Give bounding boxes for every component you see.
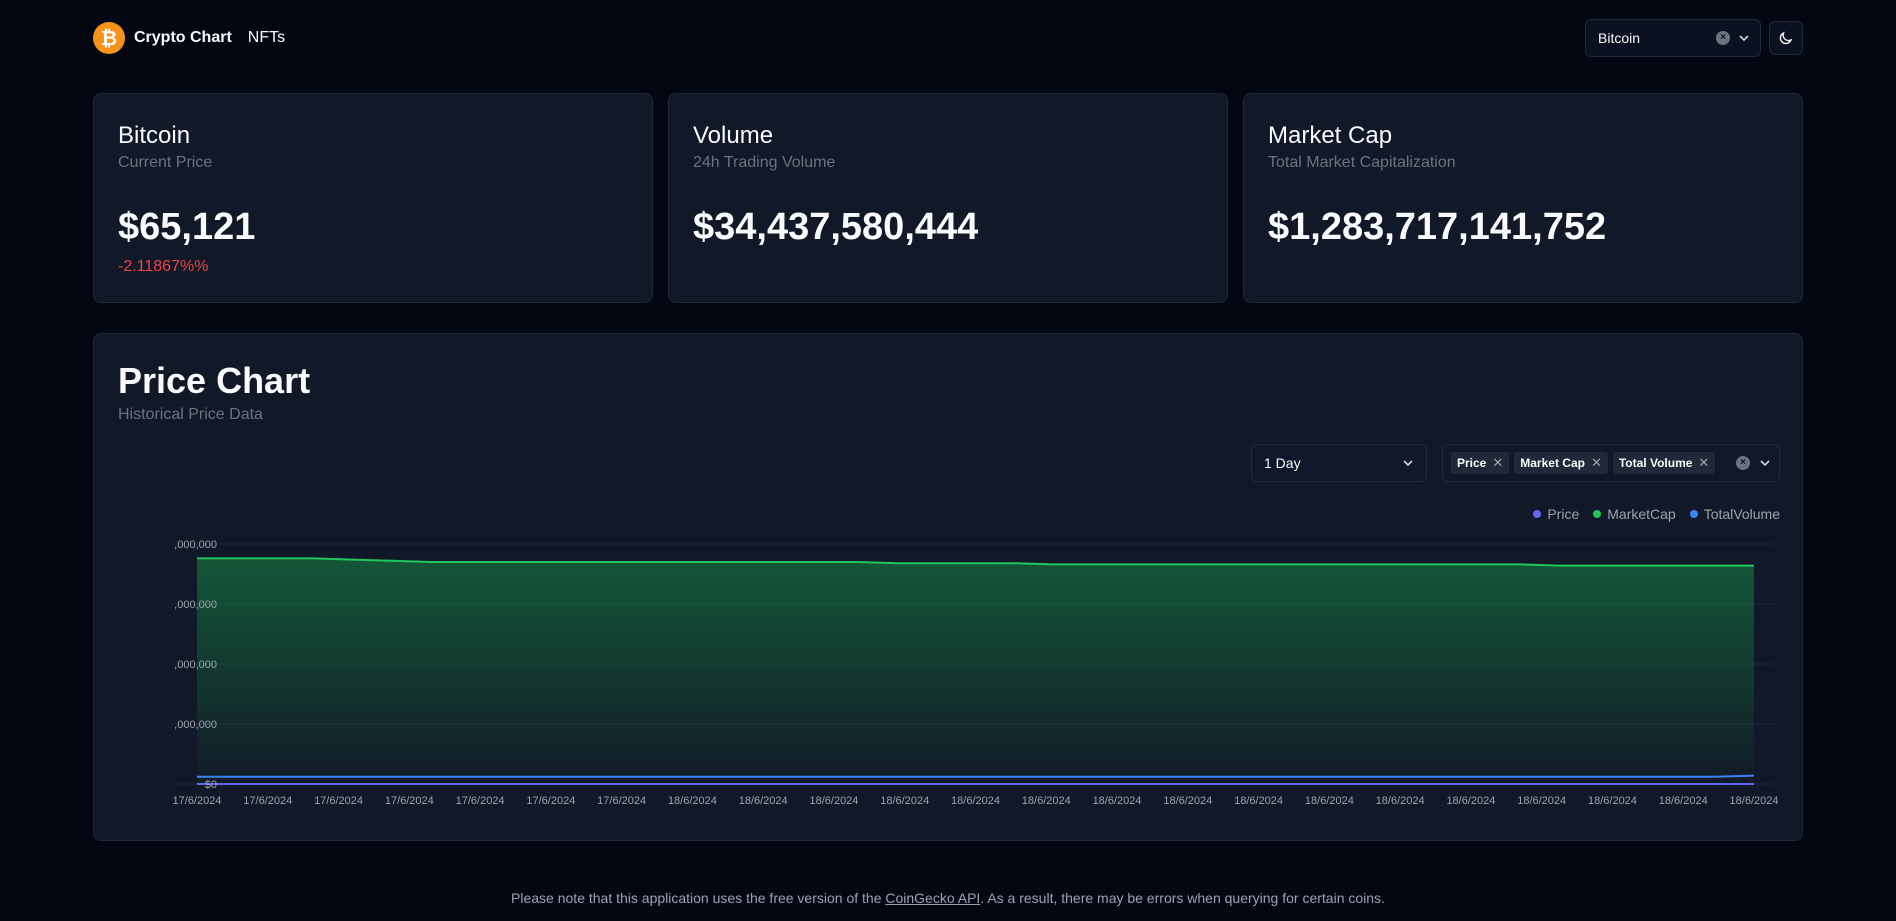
clear-icon[interactable]: × [1736, 456, 1750, 470]
legend-label: Price [1547, 506, 1580, 522]
chip-label: Total Volume [1618, 456, 1693, 470]
top-nav: ₿ Crypto Chart NFTs Bitcoin × [93, 19, 1803, 57]
y-tick-label: ,000,000 [174, 599, 217, 611]
bitcoin-logo-icon[interactable]: ₿ [93, 22, 125, 54]
remove-chip-icon[interactable]: ✕ [1590, 455, 1602, 470]
chart-title: Price Chart [118, 360, 311, 401]
price-card-subtitle: Current Price [118, 154, 213, 171]
market-cap-card-subtitle: Total Market Capitalization [1268, 154, 1456, 171]
volume-card: Volume 24h Trading Volume $34,437,580,44… [668, 93, 1228, 303]
time-range-select[interactable]: 1 Day [1251, 444, 1427, 482]
x-tick-label: 18/6/2024 [809, 795, 858, 807]
remove-chip-icon[interactable]: ✕ [1492, 455, 1504, 470]
x-tick-label: 18/6/2024 [1659, 795, 1708, 807]
moon-icon [1779, 31, 1793, 45]
price-chart[interactable]: ,000,000 ,000,000 ,000,000 ,000,000 $0 17/6/… [94, 334, 1804, 842]
x-tick-label: 18/6/2024 [1163, 795, 1212, 807]
series-line-totalvolume[interactable] [197, 774, 1755, 778]
legend-label: MarketCap [1607, 506, 1676, 522]
legend-dot [1689, 510, 1698, 518]
x-tick-label: 18/6/2024 [1022, 795, 1071, 807]
brand-link[interactable]: Crypto Chart [134, 29, 232, 46]
coin-select[interactable]: Bitcoin × [1585, 19, 1761, 57]
market-cap-card-value: $1,283,717,141,752 [1268, 206, 1607, 248]
x-tick-label: 18/6/2024 [1305, 795, 1354, 807]
time-range-value: 1 Day [1264, 455, 1301, 471]
x-tick-label: 17/6/2024 [385, 795, 434, 807]
metric-chip-price: Price ✕ [1451, 452, 1510, 474]
market-cap-card: Market Cap Total Market Capitalization $… [1243, 93, 1803, 303]
x-tick-label: 18/6/2024 [739, 795, 788, 807]
footer-text-after: . As a result, there may be errors when … [980, 890, 1385, 906]
volume-card-title: Volume [693, 122, 774, 149]
metric-multiselect[interactable]: Price ✕ Market Cap ✕ Total Volume ✕ × [1442, 444, 1780, 482]
theme-toggle-button[interactable] [1769, 21, 1803, 55]
y-tick-label: $0 [205, 779, 217, 791]
chart-subtitle: Historical Price Data [118, 406, 263, 423]
x-tick-label: 17/6/2024 [597, 795, 646, 807]
metric-chip-total-volume: Total Volume ✕ [1612, 452, 1716, 474]
price-change: -2.11867%% [118, 258, 209, 275]
legend-dot [1533, 510, 1542, 518]
legend-item-marketcap[interactable]: MarketCap [1593, 506, 1676, 522]
x-tick-label: 18/6/2024 [1730, 795, 1779, 807]
series-line-marketcap[interactable] [197, 557, 1754, 567]
x-tick-label: 18/6/2024 [880, 795, 929, 807]
price-card-value: $65,121 [118, 206, 256, 248]
volume-card-value: $34,437,580,444 [693, 206, 979, 248]
legend-item-totalvolume[interactable]: TotalVolume [1689, 506, 1780, 522]
nav-link-nfts[interactable]: NFTs [247, 29, 286, 46]
price-card: Bitcoin Current Price $65,121 -2.11867%% [93, 93, 653, 303]
chip-label: Market Cap [1520, 456, 1585, 470]
y-tick-label: ,000,000 [174, 659, 217, 671]
y-tick-label: ,000,000 [174, 719, 217, 731]
x-tick-label: 18/6/2024 [1376, 795, 1425, 807]
chevron-down-icon[interactable] [1759, 457, 1771, 469]
metric-chip-market-cap: Market Cap ✕ [1514, 452, 1608, 474]
price-chart-card: Price Chart Historical Price Data 1 Day … [93, 333, 1803, 841]
x-tick-label: 18/6/2024 [1093, 795, 1142, 807]
series-area-marketcap [197, 558, 1754, 784]
chip-label: Price [1457, 456, 1487, 470]
legend-dot [1593, 510, 1602, 518]
x-tick-label: 17/6/2024 [456, 795, 505, 807]
chevron-down-icon[interactable] [1738, 32, 1750, 44]
coingecko-api-link[interactable]: CoinGecko API [885, 890, 981, 906]
clear-icon[interactable]: × [1716, 31, 1730, 45]
footer-note: Please note that this application uses t… [0, 890, 1896, 906]
x-tick-label: 18/6/2024 [1234, 795, 1283, 807]
x-tick-label: 17/6/2024 [173, 795, 222, 807]
x-tick-label: 18/6/2024 [951, 795, 1000, 807]
header-controls: Bitcoin × [1585, 19, 1803, 57]
chart-legend: Price MarketCap TotalVolume [1533, 506, 1780, 522]
coin-select-value: Bitcoin [1598, 30, 1641, 46]
legend-item-price[interactable]: Price [1533, 506, 1579, 522]
legend-label: TotalVolume [1703, 506, 1780, 522]
x-tick-label: 18/6/2024 [1588, 795, 1637, 807]
chevron-down-icon[interactable] [1402, 457, 1414, 469]
y-tick-label: ,000,000 [174, 539, 217, 551]
market-cap-card-title: Market Cap [1268, 122, 1393, 149]
volume-card-subtitle: 24h Trading Volume [693, 154, 836, 171]
price-card-title: Bitcoin [118, 122, 191, 149]
x-tick-label: 17/6/2024 [314, 795, 363, 807]
x-tick-label: 18/6/2024 [668, 795, 717, 807]
footer-text: Please note that this application uses t… [511, 890, 886, 906]
x-tick-label: 18/6/2024 [1446, 795, 1495, 807]
remove-chip-icon[interactable]: ✕ [1698, 455, 1710, 470]
x-tick-label: 17/6/2024 [243, 795, 292, 807]
x-tick-label: 17/6/2024 [526, 795, 575, 807]
x-tick-label: 18/6/2024 [1517, 795, 1566, 807]
